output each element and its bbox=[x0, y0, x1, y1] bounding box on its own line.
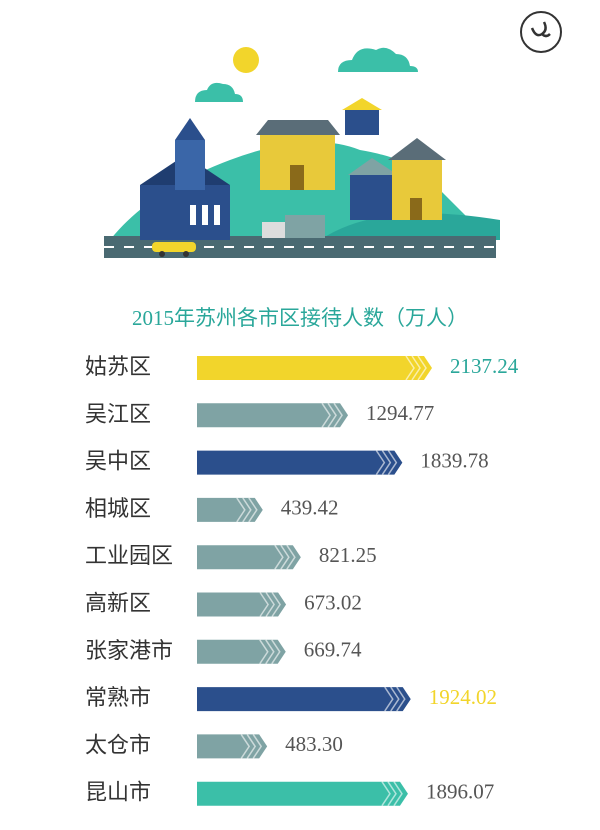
bar-stripe bbox=[417, 355, 427, 381]
bar-stripe bbox=[321, 402, 331, 428]
value-label: 439.42 bbox=[281, 496, 339, 520]
bar bbox=[197, 781, 408, 806]
value-label: 1839.78 bbox=[420, 448, 488, 472]
bar bbox=[197, 356, 432, 380]
category-label: 常熟市 bbox=[85, 686, 151, 711]
bar bbox=[197, 497, 263, 522]
bar-stripe bbox=[265, 639, 275, 665]
bar-stripe bbox=[259, 639, 269, 665]
bar-stripe bbox=[286, 544, 296, 570]
category-label: 张家港市 bbox=[85, 639, 173, 664]
value-label: 1896.07 bbox=[426, 780, 494, 804]
value-label: 669.74 bbox=[304, 638, 362, 662]
bar bbox=[197, 592, 287, 617]
bar bbox=[197, 450, 403, 475]
bar-stripe bbox=[375, 450, 386, 476]
bar-stripe bbox=[242, 497, 252, 523]
bar-stripe bbox=[393, 781, 403, 807]
town-illustration bbox=[104, 47, 500, 258]
bar-stripe bbox=[252, 733, 263, 759]
category-label: 太仓市 bbox=[85, 733, 151, 758]
bar-stripe bbox=[333, 402, 343, 428]
bar-stripe bbox=[259, 592, 269, 617]
bar-stripe bbox=[396, 686, 406, 712]
bar-stripe bbox=[236, 497, 246, 523]
value-label: 673.02 bbox=[304, 590, 362, 614]
category-label: 工业园区 bbox=[85, 544, 173, 569]
bar bbox=[197, 545, 301, 570]
value-label: 1924.02 bbox=[429, 685, 497, 709]
bar-stripe bbox=[387, 450, 398, 476]
bar-stripe bbox=[384, 686, 394, 712]
bar bbox=[197, 734, 268, 759]
bar-stripe bbox=[240, 733, 251, 759]
bar-stripe bbox=[274, 544, 284, 570]
category-label: 高新区 bbox=[85, 592, 151, 617]
bar-stripe bbox=[411, 355, 421, 381]
bar-stripe bbox=[246, 733, 257, 759]
category-label: 吴江区 bbox=[85, 402, 151, 427]
bar bbox=[197, 403, 349, 428]
bar-stripe bbox=[265, 592, 275, 617]
bar-stripe bbox=[387, 781, 397, 807]
value-label: 1294.77 bbox=[366, 401, 434, 425]
bar-stripe bbox=[327, 402, 337, 428]
category-label: 姑苏区 bbox=[85, 355, 151, 380]
value-label: 2137.24 bbox=[450, 354, 519, 378]
bar-stripe bbox=[405, 355, 415, 381]
bar-stripe bbox=[248, 497, 258, 523]
chart-title: 2015年苏州各市区接待人数（万人） bbox=[132, 306, 468, 330]
bar-stripe bbox=[381, 781, 391, 807]
value-label: 483.30 bbox=[285, 732, 343, 756]
category-label: 相城区 bbox=[85, 497, 151, 522]
value-label: 821.25 bbox=[319, 543, 377, 567]
category-label: 昆山市 bbox=[85, 781, 151, 806]
category-label: 吴中区 bbox=[85, 450, 151, 475]
bar-stripe bbox=[381, 450, 392, 476]
bar-stripe bbox=[390, 686, 400, 712]
bar bbox=[197, 687, 411, 712]
bar-stripe bbox=[271, 592, 281, 617]
logo bbox=[520, 11, 562, 53]
bar-stripe bbox=[271, 639, 281, 665]
bar-stripe bbox=[280, 544, 290, 570]
bar bbox=[197, 639, 286, 664]
